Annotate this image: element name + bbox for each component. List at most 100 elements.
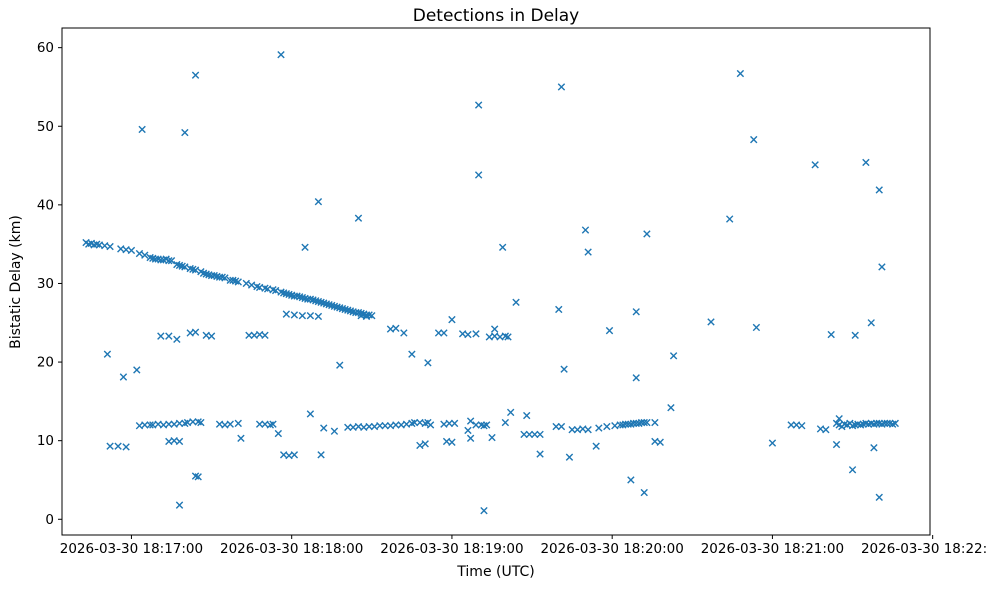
scatter-point xyxy=(725,215,734,223)
scatter-point xyxy=(247,281,256,289)
scatter-point xyxy=(175,437,184,446)
scatter-point xyxy=(234,419,242,428)
scatter-point xyxy=(197,418,205,427)
scatter-point xyxy=(584,425,592,434)
scatter-point xyxy=(536,430,544,439)
x-tick-label: 2026-03-30 18:21:00 xyxy=(701,541,844,557)
scatter-point xyxy=(141,421,149,429)
scatter-point xyxy=(862,158,870,167)
scatter-point xyxy=(114,442,122,450)
scatter-point xyxy=(501,418,510,427)
scatter-point xyxy=(191,328,200,336)
scatter-point xyxy=(480,506,488,515)
scatter-point xyxy=(173,335,181,343)
x-tick-label: 2026-03-30 18:22:00 xyxy=(861,541,987,557)
scatter-point xyxy=(752,323,761,332)
scatter-point xyxy=(498,243,507,252)
scatter-point xyxy=(410,418,419,427)
scatter-point xyxy=(474,101,483,109)
scatter-point xyxy=(560,365,568,373)
scatter-point xyxy=(194,473,202,481)
scatter-point xyxy=(440,329,448,337)
scatter-point xyxy=(408,350,416,358)
scatter-point xyxy=(822,425,830,434)
scatter-point xyxy=(531,430,539,439)
scatter-point xyxy=(424,359,432,367)
scatter-point xyxy=(157,332,165,340)
scatter-point xyxy=(605,326,614,335)
scatter-point xyxy=(189,418,197,426)
scatter-point xyxy=(490,325,499,333)
scatter-point xyxy=(181,263,189,271)
scatter-point xyxy=(632,374,640,382)
scatter-point xyxy=(191,266,200,274)
y-tick-label: 60 xyxy=(37,40,54,56)
scatter-point xyxy=(640,418,648,427)
scatter-point xyxy=(557,83,566,91)
scatter-point xyxy=(274,429,283,438)
scatter-point xyxy=(290,311,299,319)
scatter-point xyxy=(277,51,285,59)
scatter-point xyxy=(298,311,307,320)
scatter-point xyxy=(314,198,323,206)
scatter-point xyxy=(568,425,576,434)
scatter-point xyxy=(290,451,299,459)
scatter-point xyxy=(306,311,315,320)
scatter-point xyxy=(637,418,646,427)
scatter-point xyxy=(464,426,472,435)
scatter-point xyxy=(627,476,635,484)
scatter-point xyxy=(376,422,384,430)
scatter-point xyxy=(336,361,344,369)
plot-area: 2026-03-30 18:17:00 2026-03-30 18:18:00 20… xyxy=(37,27,987,557)
scatter-point xyxy=(474,171,483,179)
x-tick-label: 2026-03-30 18:17:00 xyxy=(60,541,203,557)
axes-frame xyxy=(61,27,931,536)
scatter-point xyxy=(450,419,459,428)
scatter-point xyxy=(445,419,453,428)
scatter-point xyxy=(362,312,371,321)
scatter-point xyxy=(603,422,611,431)
scatter-point xyxy=(736,69,745,78)
scatter-point xyxy=(848,466,857,474)
y-tick-label: 20 xyxy=(37,355,54,371)
scatter-point xyxy=(365,422,373,431)
scatter-point xyxy=(851,331,859,340)
scatter-point xyxy=(512,298,520,307)
scatter-point xyxy=(523,411,531,420)
y-tick-label: 30 xyxy=(37,276,54,292)
scatter-point xyxy=(536,450,544,458)
scatter-point xyxy=(640,488,648,497)
scatter-point xyxy=(632,308,640,316)
scatter-point xyxy=(552,422,560,431)
scatter-point xyxy=(875,493,883,501)
scatter-point xyxy=(344,423,352,432)
scatter-point xyxy=(426,421,435,429)
scatter-point xyxy=(472,421,480,429)
scatter-point xyxy=(434,329,443,337)
y-tick-label: 40 xyxy=(37,197,54,213)
scatter-point xyxy=(122,443,130,451)
scatter-point xyxy=(320,424,328,432)
scatter-point xyxy=(103,350,112,358)
scatter-point xyxy=(707,318,715,326)
scatter-point xyxy=(106,442,114,450)
scatter-point xyxy=(448,315,456,324)
scatter-point xyxy=(282,310,291,318)
scatter-point xyxy=(135,249,144,258)
scatter-point xyxy=(165,420,173,428)
scatter-point xyxy=(245,331,253,340)
scatter-point xyxy=(133,366,141,374)
scatter-point xyxy=(191,71,200,79)
scatter-point xyxy=(880,419,889,428)
scatter-point xyxy=(506,408,515,417)
scatter-point xyxy=(271,286,280,295)
scatter-point xyxy=(482,421,491,429)
scatter-point xyxy=(269,420,277,428)
scatter-point xyxy=(787,421,795,429)
scatter-point xyxy=(234,278,242,286)
scatter-point xyxy=(261,331,269,340)
scatter-point xyxy=(520,430,528,439)
x-tick-label: 2026-03-30 18:19:00 xyxy=(380,541,523,557)
scatter-point xyxy=(138,125,146,134)
